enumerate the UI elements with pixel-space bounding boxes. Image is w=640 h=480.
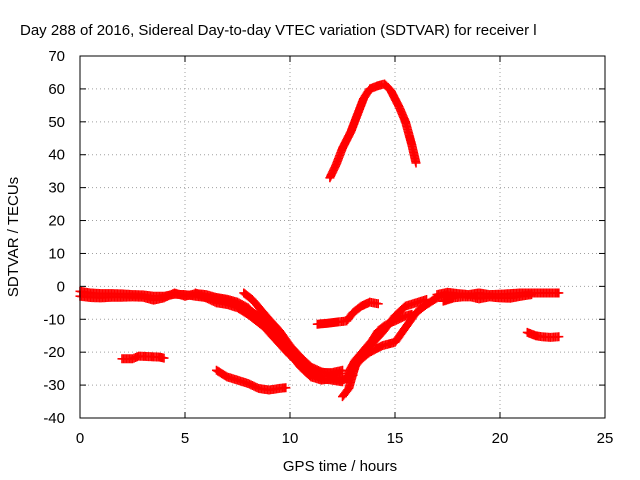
y-tick-label: -30 [43, 377, 65, 394]
chart-title: Day 288 of 2016, Sidereal Day-to-day VTE… [20, 22, 537, 39]
series-4 [212, 365, 291, 395]
y-tick-label: 60 [48, 81, 65, 98]
x-tick-label: 25 [597, 430, 614, 447]
data-point [373, 299, 383, 309]
x-tick-label: 0 [76, 430, 84, 447]
series-3 [239, 288, 347, 387]
data-point [281, 383, 291, 393]
data-series [75, 79, 564, 402]
plot-frame [79, 55, 606, 419]
data-point [554, 288, 564, 298]
y-tick-label: 40 [48, 147, 65, 164]
y-tick-label: 30 [48, 180, 65, 197]
y-tick-label: 10 [48, 245, 65, 262]
series-12 [438, 290, 536, 306]
data-point [554, 332, 564, 342]
y-tick-label: 50 [48, 114, 65, 131]
y-axis-label: SDTVAR / TECUs [5, 177, 22, 297]
series-6 [312, 297, 383, 329]
x-tick-label: 15 [387, 430, 404, 447]
y-tick-label: 20 [48, 213, 65, 230]
series-7 [325, 79, 421, 183]
data-point [527, 290, 536, 300]
data-point [411, 158, 421, 168]
axis-ticks: 0 5 10 15 20 25 -40 -30 -20 -10 0 10 20 30 40 50 60 70 [43, 48, 613, 447]
y-tick-label: -10 [43, 311, 65, 328]
x-tick-label: 5 [181, 430, 189, 447]
y-tick-label: 0 [57, 278, 65, 295]
grid [80, 56, 605, 418]
y-tick-label: -40 [43, 410, 65, 427]
series-10 [342, 290, 452, 384]
series-5 [117, 351, 169, 364]
x-tick-label: 20 [492, 430, 509, 447]
data-point [159, 353, 169, 363]
y-tick-label: 70 [48, 48, 65, 65]
y-tick-label: -20 [43, 344, 65, 361]
series-13 [522, 327, 564, 342]
x-axis-label: GPS time / hours [283, 458, 397, 475]
x-tick-label: 10 [282, 430, 299, 447]
